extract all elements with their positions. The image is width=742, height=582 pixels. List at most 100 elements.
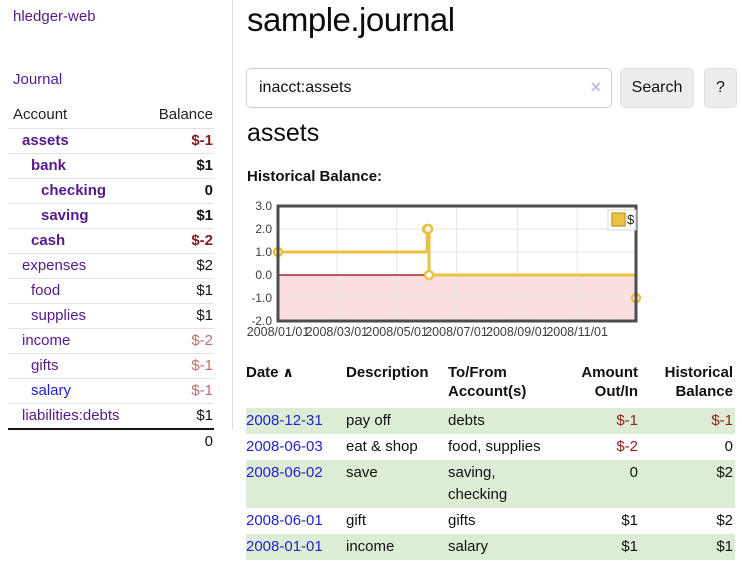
account-row: assets $-1 [8,128,214,154]
account-row: supplies $1 [8,303,214,329]
svg-text:-1.0: -1.0 [251,291,272,305]
register-row: 2008-01-01 income salary $1 $1 [246,534,735,560]
transaction-amount: $-1 [552,408,640,434]
register-header-balance: Historical Balance [664,364,733,400]
transaction-description: pay off [346,408,448,434]
transaction-balance: $2 [716,512,733,529]
sort-asc-icon: ∧ [282,364,294,380]
register-row: 2008-12-31 pay off debts $-1 $-1 [246,408,735,434]
svg-text:2008/11/01: 2008/11/01 [546,325,608,339]
legend-label: $ [627,212,635,227]
account-balance: $1 [144,278,214,304]
main-content: sample.journal × Search ? assets Histori… [246,0,738,582]
account-balance: $1 [144,403,214,429]
register-row: 2008-06-03 eat & shop food, supplies $-2 0 [246,434,735,460]
transaction-amount: 0 [552,460,640,508]
account-link-food[interactable]: food [31,282,61,299]
account-row: saving $1 [8,203,214,229]
account-link-saving[interactable]: saving [41,207,89,224]
account-balance: $1 [144,303,214,329]
account-balance: $2 [144,253,214,279]
transaction-date-link[interactable]: 2008-01-01 [246,538,323,555]
transaction-accounts: saving, checking [448,460,552,508]
account-link-checking[interactable]: checking [41,182,107,199]
register-header-accounts: To/From Account(s) [448,364,527,400]
account-link-liabilities:debts[interactable]: liabilities:debts [22,407,120,424]
account-link-income[interactable]: income [22,332,71,349]
account-row: salary $-1 [8,378,214,404]
svg-text:2008/09/01: 2008/09/01 [486,325,549,339]
transaction-description: save [346,460,448,508]
svg-text:-2.0: -2.0 [251,314,272,328]
svg-text:3.0: 3.0 [255,199,272,213]
register-header-date: Date ∧ [246,364,294,381]
transaction-date-link[interactable]: 2008-06-03 [246,438,323,455]
account-balance: $-1 [144,353,214,379]
account-row: liabilities:debts $1 [8,403,214,429]
transaction-amount: $1 [552,534,640,560]
account-row: bank $1 [8,153,214,179]
help-button[interactable]: ? [704,68,737,108]
transaction-accounts: gifts [448,512,476,529]
register-header-amount: Amount Out/In [581,364,638,400]
svg-text:2.0: 2.0 [255,222,272,236]
accounts-header-balance: Balance [158,106,213,123]
transaction-amount: $-2 [616,438,638,455]
chart-title: Historical Balance: [247,168,383,185]
transaction-date-link[interactable]: 2008-06-01 [246,512,323,529]
account-balance: $1 [144,153,214,179]
clear-search-icon[interactable]: × [590,77,601,97]
register-table: Date ∧ Description To/From Account(s) Amo… [246,356,735,560]
search-input[interactable] [246,68,612,108]
account-link-gifts[interactable]: gifts [31,357,59,374]
transaction-date-link[interactable]: 2008-12-31 [246,412,323,429]
account-balance: $-1 [144,378,214,404]
account-row: income $-2 [8,328,214,354]
transaction-balance: $2 [640,460,735,508]
svg-text:2008/01/01: 2008/01/01 [247,325,310,339]
data-point-marker [423,269,435,281]
search-button[interactable]: Search [620,68,694,108]
account-balance: 0 [144,178,214,204]
account-link-salary[interactable]: salary [31,382,72,399]
account-balance: $-2 [144,228,214,254]
transaction-date-link[interactable]: 2008-06-02 [246,464,323,481]
data-point-marker [422,223,434,235]
account-balance: $1 [144,203,214,229]
svg-text:2008/05/01: 2008/05/01 [365,325,428,339]
svg-text:2008/07/01: 2008/07/01 [425,325,488,339]
transaction-description: income [346,534,448,560]
app-title-link[interactable]: hledger-web [13,8,96,25]
transaction-accounts: debts [448,408,552,434]
account-link-assets[interactable]: assets [22,132,69,149]
chart-svg: 3.0 2.0 1.0 0.0 -1.0 -2.02008/01/012008/03/01… [247,199,642,339]
svg-text:0.0: 0.0 [255,268,272,282]
accounts-total-row: 0 [8,428,214,454]
account-row: gifts $-1 [8,353,214,379]
register-row: 2008-06-02 save saving, checking 0 $2 [246,460,735,508]
transaction-accounts: food, supplies [448,438,541,455]
transaction-balance: $-1 [640,408,735,434]
account-row: food $1 [8,278,214,304]
svg-text:1.0: 1.0 [255,245,272,259]
account-row: expenses $2 [8,253,214,279]
register-header-description: Description [346,364,429,381]
accounts-total: 0 [144,428,214,454]
plot-border [276,204,638,323]
page-title: sample.journal [247,1,455,38]
transaction-accounts: salary [448,534,552,560]
account-link-bank[interactable]: bank [31,157,67,174]
sidebar-item-journal[interactable]: Journal [13,71,63,88]
account-balance: $-1 [144,128,214,154]
historical-balance-chart: 3.0 2.0 1.0 0.0 -1.0 -2.0 2008/01/01 2008/03/01… [246,199,648,344]
account-link-supplies[interactable]: supplies [31,307,87,324]
transaction-description: gift [346,512,367,529]
sidebar: hledger-web Journal Account Balance asse… [0,0,233,454]
accounts-header-account: Account [13,106,68,123]
account-link-expenses[interactable]: expenses [22,257,87,274]
account-balance: $-2 [144,328,214,354]
account-link-cash[interactable]: cash [31,232,66,249]
transaction-description: eat & shop [346,438,418,455]
account-row: checking 0 [8,178,214,204]
legend-swatch [611,212,626,227]
